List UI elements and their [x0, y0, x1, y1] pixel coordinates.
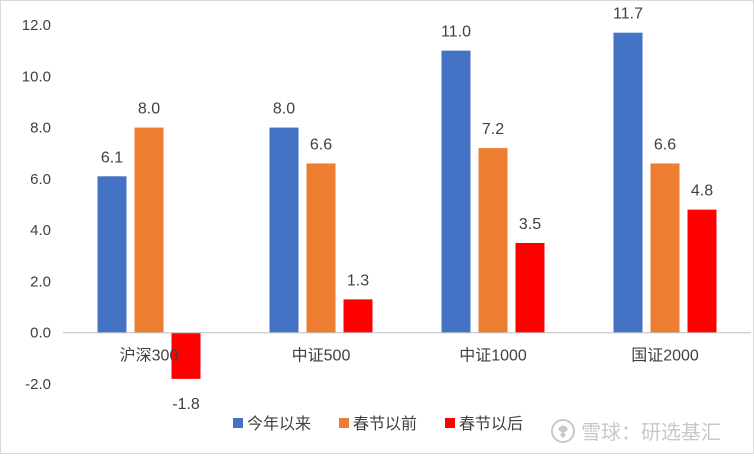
y-tick-label: -2.0 — [25, 376, 51, 393]
legend-label: 春节以前 — [353, 415, 417, 433]
y-tick-label: 8.0 — [30, 120, 51, 137]
snowball-logo-icon — [551, 419, 575, 443]
legend-swatch — [339, 418, 349, 428]
bar — [343, 299, 373, 333]
legend-swatch — [233, 418, 243, 428]
category-labels: 沪深300 中证500 中证1000 国证2000 — [120, 347, 699, 365]
y-tick-label: 12.0 — [22, 17, 51, 34]
legend-label: 春节以后 — [459, 415, 523, 433]
bar — [613, 32, 643, 333]
bars — [97, 32, 717, 379]
bar — [687, 209, 717, 333]
data-label: 8.0 — [273, 101, 295, 118]
category-label: 中证1000 — [459, 347, 527, 365]
data-label: 8.0 — [138, 101, 160, 118]
bar — [515, 242, 545, 333]
bar — [269, 127, 299, 333]
y-axis: -2.0 0.0 2.0 4.0 6.0 8.0 10.0 12.0 — [22, 17, 51, 393]
data-label: 7.2 — [482, 121, 504, 138]
data-label: 11.7 — [613, 6, 643, 23]
data-label: 11.0 — [441, 24, 471, 41]
legend-label: 今年以来 — [247, 415, 311, 433]
legend: 今年以来 春节以前 春节以后 — [233, 415, 523, 433]
data-labels: 6.1 8.0 -1.8 8.0 6.6 1.3 11.0 7.2 3.5 11.7 6.6 4.8 — [101, 6, 713, 413]
watermark: 雪球：研选基汇 — [551, 419, 721, 444]
y-tick-label: 4.0 — [30, 222, 51, 239]
legend-swatch — [445, 418, 455, 428]
data-label: 1.3 — [347, 272, 369, 289]
bar — [134, 127, 164, 333]
bar — [306, 163, 336, 333]
data-label: 4.8 — [691, 183, 713, 200]
bar — [171, 332, 201, 379]
bar — [650, 163, 680, 333]
data-label: 3.5 — [519, 216, 541, 233]
data-label: 6.1 — [101, 149, 123, 166]
watermark-text: 雪球：研选基汇 — [581, 421, 721, 444]
category-label: 中证500 — [292, 347, 351, 365]
bar — [97, 176, 127, 333]
y-tick-label: 2.0 — [30, 273, 51, 290]
category-label: 沪深300 — [120, 347, 179, 365]
bar — [441, 50, 471, 333]
y-tick-label: 6.0 — [30, 171, 51, 188]
category-label: 国证2000 — [631, 347, 699, 365]
y-tick-label: 10.0 — [22, 68, 51, 85]
data-label: 6.6 — [654, 136, 676, 153]
bar — [478, 148, 508, 333]
data-label: -1.8 — [172, 396, 200, 413]
data-label: 6.6 — [310, 136, 332, 153]
y-tick-label: 0.0 — [30, 325, 51, 342]
